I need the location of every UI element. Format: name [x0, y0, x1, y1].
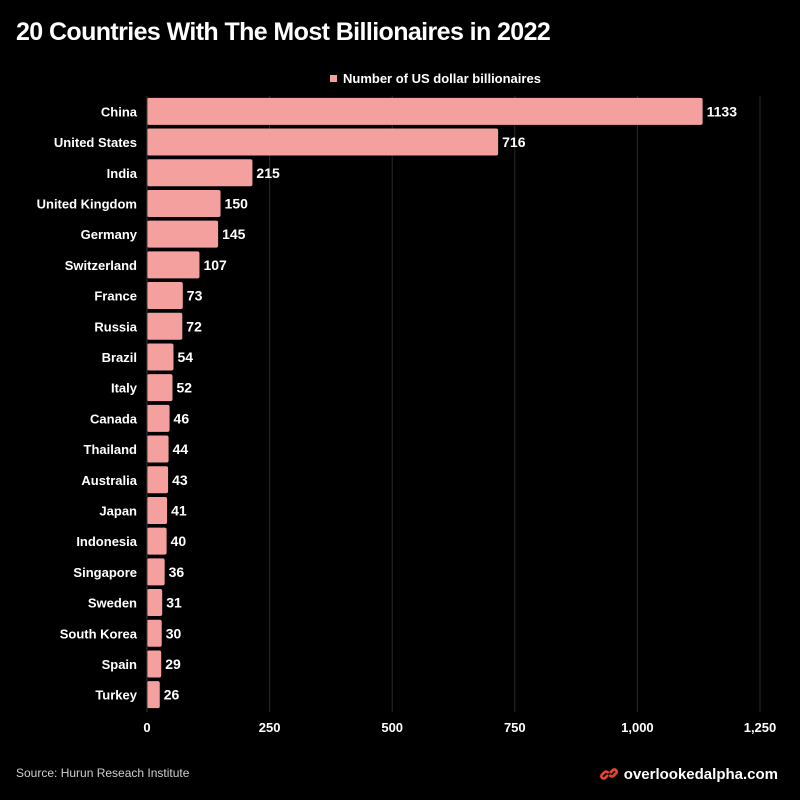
- data-label: 30: [166, 625, 182, 641]
- category-label: Brazil: [102, 350, 137, 365]
- data-label: 46: [174, 410, 190, 426]
- legend-label: Number of US dollar billionaires: [343, 71, 541, 86]
- x-tick-label: 0: [143, 720, 150, 735]
- data-label: 36: [169, 564, 185, 580]
- data-label: 29: [165, 656, 181, 672]
- x-tick-label: 750: [504, 720, 526, 735]
- data-label: 40: [171, 533, 187, 549]
- bar: [147, 189, 221, 217]
- bar: [147, 435, 169, 463]
- bar: [147, 466, 169, 494]
- chain-link-icon: [599, 768, 618, 780]
- category-label: Singapore: [73, 565, 137, 580]
- x-tick-label: 1,250: [744, 720, 777, 735]
- legend: Number of US dollar billionaires: [330, 71, 541, 86]
- category-label: United Kingdom: [37, 196, 137, 211]
- data-label: 150: [225, 195, 249, 211]
- data-label: 1133: [707, 103, 738, 119]
- category-label: Germany: [81, 227, 138, 242]
- bar: [147, 282, 183, 310]
- data-label: 145: [222, 226, 246, 242]
- bar: [147, 220, 219, 248]
- bar: [147, 558, 165, 586]
- category-label: India: [107, 166, 138, 181]
- category-label: China: [101, 104, 138, 119]
- category-label: Thailand: [84, 442, 138, 457]
- data-label: 44: [173, 441, 189, 457]
- category-label: Sweden: [88, 596, 137, 611]
- bar-chart: 0 250 500 750 1,000 1,250 China 1133 United Stat…: [37, 96, 777, 735]
- bar: [147, 619, 162, 647]
- bar: [147, 97, 703, 125]
- category-label: Japan: [99, 503, 137, 518]
- data-label: 72: [186, 318, 202, 334]
- category-label: Russia: [94, 319, 137, 334]
- bar: [147, 159, 253, 187]
- category-label: Indonesia: [76, 534, 137, 549]
- bar: [147, 404, 170, 432]
- bar: [147, 681, 160, 709]
- bar: [147, 374, 173, 402]
- brand-name: overlookedalpha.com: [623, 765, 778, 783]
- bar: [147, 527, 167, 555]
- data-label: 52: [177, 380, 193, 396]
- data-label: 54: [177, 349, 193, 365]
- bar: [147, 343, 174, 371]
- data-label: 73: [187, 288, 203, 304]
- bar: [147, 650, 162, 678]
- category-label: South Korea: [60, 626, 138, 641]
- data-label: 31: [166, 595, 182, 611]
- bar: [147, 251, 200, 279]
- x-tick-label: 500: [381, 720, 403, 735]
- data-label: 215: [256, 165, 280, 181]
- bar: [147, 128, 499, 156]
- source-note: Source: Hurun Reseach Institute: [16, 766, 190, 780]
- category-label: United States: [54, 135, 137, 150]
- bar: [147, 589, 163, 617]
- data-label: 716: [502, 134, 526, 150]
- brand-logo: overlookedalpha.com: [599, 765, 778, 783]
- data-label: 107: [203, 257, 227, 273]
- data-label: 41: [171, 502, 187, 518]
- category-label: Canada: [90, 411, 138, 426]
- category-label: Turkey: [95, 688, 137, 703]
- category-label: Italy: [111, 381, 138, 396]
- category-label: France: [94, 289, 137, 304]
- data-label: 43: [172, 472, 188, 488]
- category-label: Spain: [102, 657, 137, 672]
- bar: [147, 496, 168, 524]
- category-label: Australia: [81, 473, 137, 488]
- bar: [147, 312, 183, 340]
- x-tick-label: 250: [259, 720, 281, 735]
- x-tick-label: 1,000: [621, 720, 654, 735]
- category-label: Switzerland: [65, 258, 137, 273]
- data-label: 26: [164, 687, 180, 703]
- legend-swatch: [330, 75, 337, 82]
- chart-title: 20 Countries With The Most Billionaires …: [16, 18, 551, 46]
